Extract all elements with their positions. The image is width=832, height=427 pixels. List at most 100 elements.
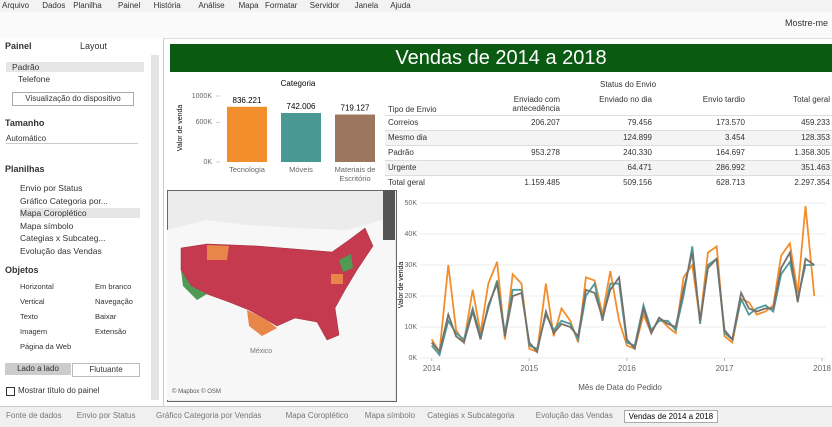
us-states [180,227,374,341]
section-title: Objetos [5,265,39,275]
table-cell: 628.713 [716,178,745,187]
table-cell: 64.471 [627,163,652,172]
menu-item[interactable]: Planilha [73,1,102,10]
menu-item[interactable]: História [153,1,181,10]
table-cell: 1.159.485 [524,178,560,187]
object-item[interactable]: Baixar [95,312,117,321]
x-tick-label: 2014 [423,364,441,373]
title-bar [170,44,832,72]
sheet-tab[interactable]: Mapa símbolo [364,411,416,420]
menu-item[interactable]: Formatar [265,1,298,10]
series-line [431,246,815,357]
state-orange [207,245,229,260]
sheet-tab[interactable]: Fonte de dados [6,411,62,420]
sidebar-tab[interactable]: Painel [5,41,32,51]
sheet-item[interactable]: Categias x Subcateg... [20,233,106,243]
table-cell: 206.207 [531,118,560,127]
series-line [430,206,816,355]
sheet-tab[interactable]: Vendas de 2014 a 2018 [623,410,719,423]
sheet-tab[interactable]: Evolução das Vendas [535,411,613,420]
object-item[interactable]: Texto [20,312,38,321]
y-tick-label: 20K [405,293,418,300]
value-label: 836.221 [233,96,262,105]
table-cell: 459.233 [801,118,830,127]
sidebar-tab[interactable]: Layout [80,41,108,51]
size-dropdown[interactable]: Automático [6,134,138,144]
table-row-bg [385,115,832,130]
sheet-tab[interactable]: Mapa Coroplético [285,411,349,420]
table-cell: 286.992 [716,163,745,172]
sheet-item[interactable]: Envio por Status [20,183,83,193]
menu-item[interactable]: Mapa [238,1,259,10]
menu-item[interactable]: Dados [42,1,66,10]
menu-item[interactable]: Arquivo [2,1,30,10]
layout-mode[interactable]: Lado a lado [5,363,71,375]
device-button[interactable]: Visualização do dispositivo [12,92,134,106]
state-green [181,270,207,300]
y-tick-label: 50K [405,200,418,207]
table-row-label: Mesmo dia [388,133,428,142]
y-axis-label: Valor de venda [398,262,405,309]
map-attribution: © Mapbox © OSM [172,389,221,395]
chart-title: Categoria [281,79,316,88]
toolbar [0,12,832,39]
object-item[interactable]: Navegação [95,297,133,306]
menu-item[interactable]: Painel [118,1,141,10]
object-item[interactable]: Extensão [95,327,127,336]
value-label: 742.006 [287,102,316,111]
bar [281,113,321,162]
table-column: Enviado com antecedência [512,95,560,113]
section-title: Planilhas [5,164,45,174]
table-cell: 509.156 [623,178,652,187]
table-cell: 128.353 [801,133,830,142]
dashboard-title: Vendas de 2014 a 2018 [395,47,607,69]
menu-item[interactable]: Janela [354,1,379,10]
device[interactable]: Telefone [18,74,51,84]
sheet-item[interactable]: Evolução das Vendas [20,245,102,256]
y-tick-label: 0K [408,355,417,362]
series-line [431,249,815,354]
map [167,190,395,400]
device[interactable]: Padrão [6,62,144,72]
sheet-tab[interactable]: Gráfico Categoria por Vendas [156,411,262,420]
state-green [339,254,353,272]
object-item[interactable]: Imagem [20,327,48,336]
state-orange [331,274,343,284]
table-row-bg [385,175,832,190]
sidebar [0,38,164,406]
table-cell: 351.463 [801,163,830,172]
sheet-item[interactable]: Gráfico Categoria por... [20,195,108,206]
layout-mode[interactable]: Flutuante [72,363,140,377]
menu-item[interactable]: Ajuda [390,1,411,10]
line-chart: 0K 10K 20K 30K 40K 50K 2014 2015 2016 2017 2018 Val… [398,200,832,392]
y-tick-label: 600K [196,119,213,126]
sheet-item[interactable]: Mapa Coroplético [20,208,140,218]
sheet-item[interactable]: Mapa símbolo [20,220,74,231]
x-tick-label: 2016 [618,364,636,373]
table-cell: 953.278 [531,148,560,157]
table-cell: 2.297.354 [794,178,830,187]
table-row-header: Tipo de Envio [388,105,437,114]
y-axis-label: Valor de venda [177,105,184,152]
x-tick-label: Materiais de Escritório [334,165,376,183]
show-title: Mostrar título do painel [18,386,100,395]
checkbox[interactable] [6,387,15,396]
object-item[interactable]: Horizontal [20,282,54,291]
object-item[interactable]: Página da Web [20,342,72,351]
menu-item[interactable]: Análise [198,1,225,10]
table-cell: 124.899 [623,133,652,142]
map-tools[interactable] [383,190,395,240]
sheet-tab[interactable]: Categias x Subcategoria [427,411,515,420]
object-item[interactable]: Vertical [20,297,45,306]
object-item[interactable]: Em branco [95,282,132,291]
state-orange [247,310,277,336]
table-row-label: Total geral [388,178,425,187]
table-cell: 173.570 [716,118,745,127]
menu-item[interactable]: Servidor [309,1,340,10]
table-row-label: Correios [388,118,419,127]
x-tick-label: 2018 [813,364,831,373]
show-me[interactable]: Mostre-me [784,18,828,28]
sheet-tab[interactable]: Envio por Status [76,411,136,420]
